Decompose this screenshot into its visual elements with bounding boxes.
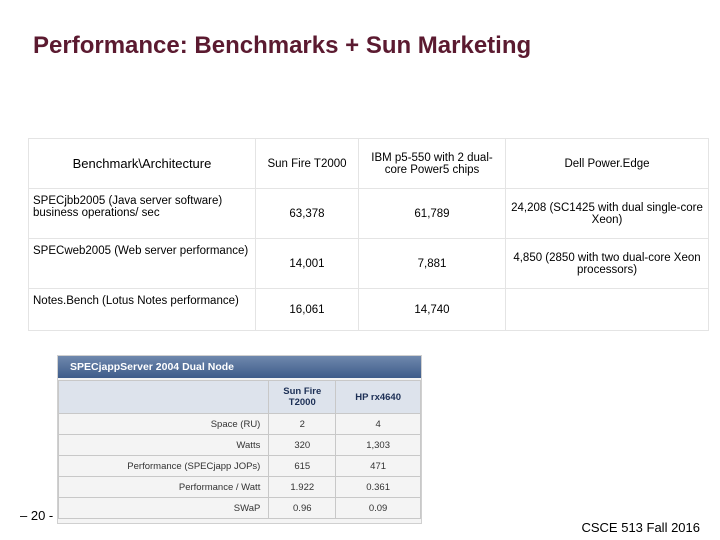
- slide-title: Performance: Benchmarks + Sun Marketing: [33, 32, 532, 59]
- cell: 615: [268, 455, 337, 477]
- cell: 4,850 (2850 with two dual-core Xeon proc…: [505, 238, 709, 289]
- benchmark-table: Benchmark\Architecture Sun Fire T2000 IBM …: [28, 138, 709, 331]
- page-number: – 20 -: [20, 508, 54, 523]
- column-header: Sun Fire T2000: [268, 380, 337, 414]
- row-label: SWaP: [57, 497, 270, 519]
- cell: 320: [268, 434, 337, 456]
- cell: 0.96: [268, 497, 337, 519]
- cell: 0.09: [335, 497, 421, 519]
- row-label: Performance / Watt: [57, 476, 270, 498]
- cell: [505, 288, 709, 331]
- cell: 471: [335, 455, 421, 477]
- cell: 61,789: [358, 188, 506, 239]
- spec-table: SPECjappServer 2004 Dual Node Sun Fire T…: [57, 355, 422, 524]
- course-label: CSCE 513 Fall 2016: [581, 520, 700, 535]
- cell: 14,740: [358, 288, 506, 331]
- row-label: SPECjbb2005 (Java server software) busin…: [28, 188, 256, 239]
- column-header: HP rx4640: [335, 380, 421, 414]
- table-header: Benchmark\Architecture: [28, 138, 256, 189]
- row-label: Space (RU): [57, 413, 270, 435]
- table-header: Sun Fire T2000: [255, 138, 359, 189]
- row-label: Watts: [57, 434, 270, 456]
- cell: 14,001: [255, 238, 359, 289]
- table-header: IBM p5-550 with 2 dual-core Power5 chips: [358, 138, 506, 189]
- spec-grid: Sun Fire T2000 HP rx4640 Space (RU) 2 4 Wat…: [57, 380, 421, 519]
- spec-title: SPECjappServer 2004 Dual Node: [58, 356, 421, 378]
- row-label: Performance (SPECjapp JOPs): [57, 455, 270, 477]
- cell: 63,378: [255, 188, 359, 239]
- cell: 2: [268, 413, 337, 435]
- row-label: SPECweb2005 (Web server performance): [28, 238, 256, 289]
- cell: 1,303: [335, 434, 421, 456]
- row-label: Notes.Bench (Lotus Notes performance): [28, 288, 256, 331]
- cell: 0.361: [335, 476, 421, 498]
- cell: 16,061: [255, 288, 359, 331]
- cell: 4: [335, 413, 421, 435]
- cell: 7,881: [358, 238, 506, 289]
- cell: [57, 380, 270, 414]
- table-header: Dell Power.Edge: [505, 138, 709, 189]
- cell: 1.922: [268, 476, 337, 498]
- cell: 24,208 (SC1425 with dual single-core Xeo…: [505, 188, 709, 239]
